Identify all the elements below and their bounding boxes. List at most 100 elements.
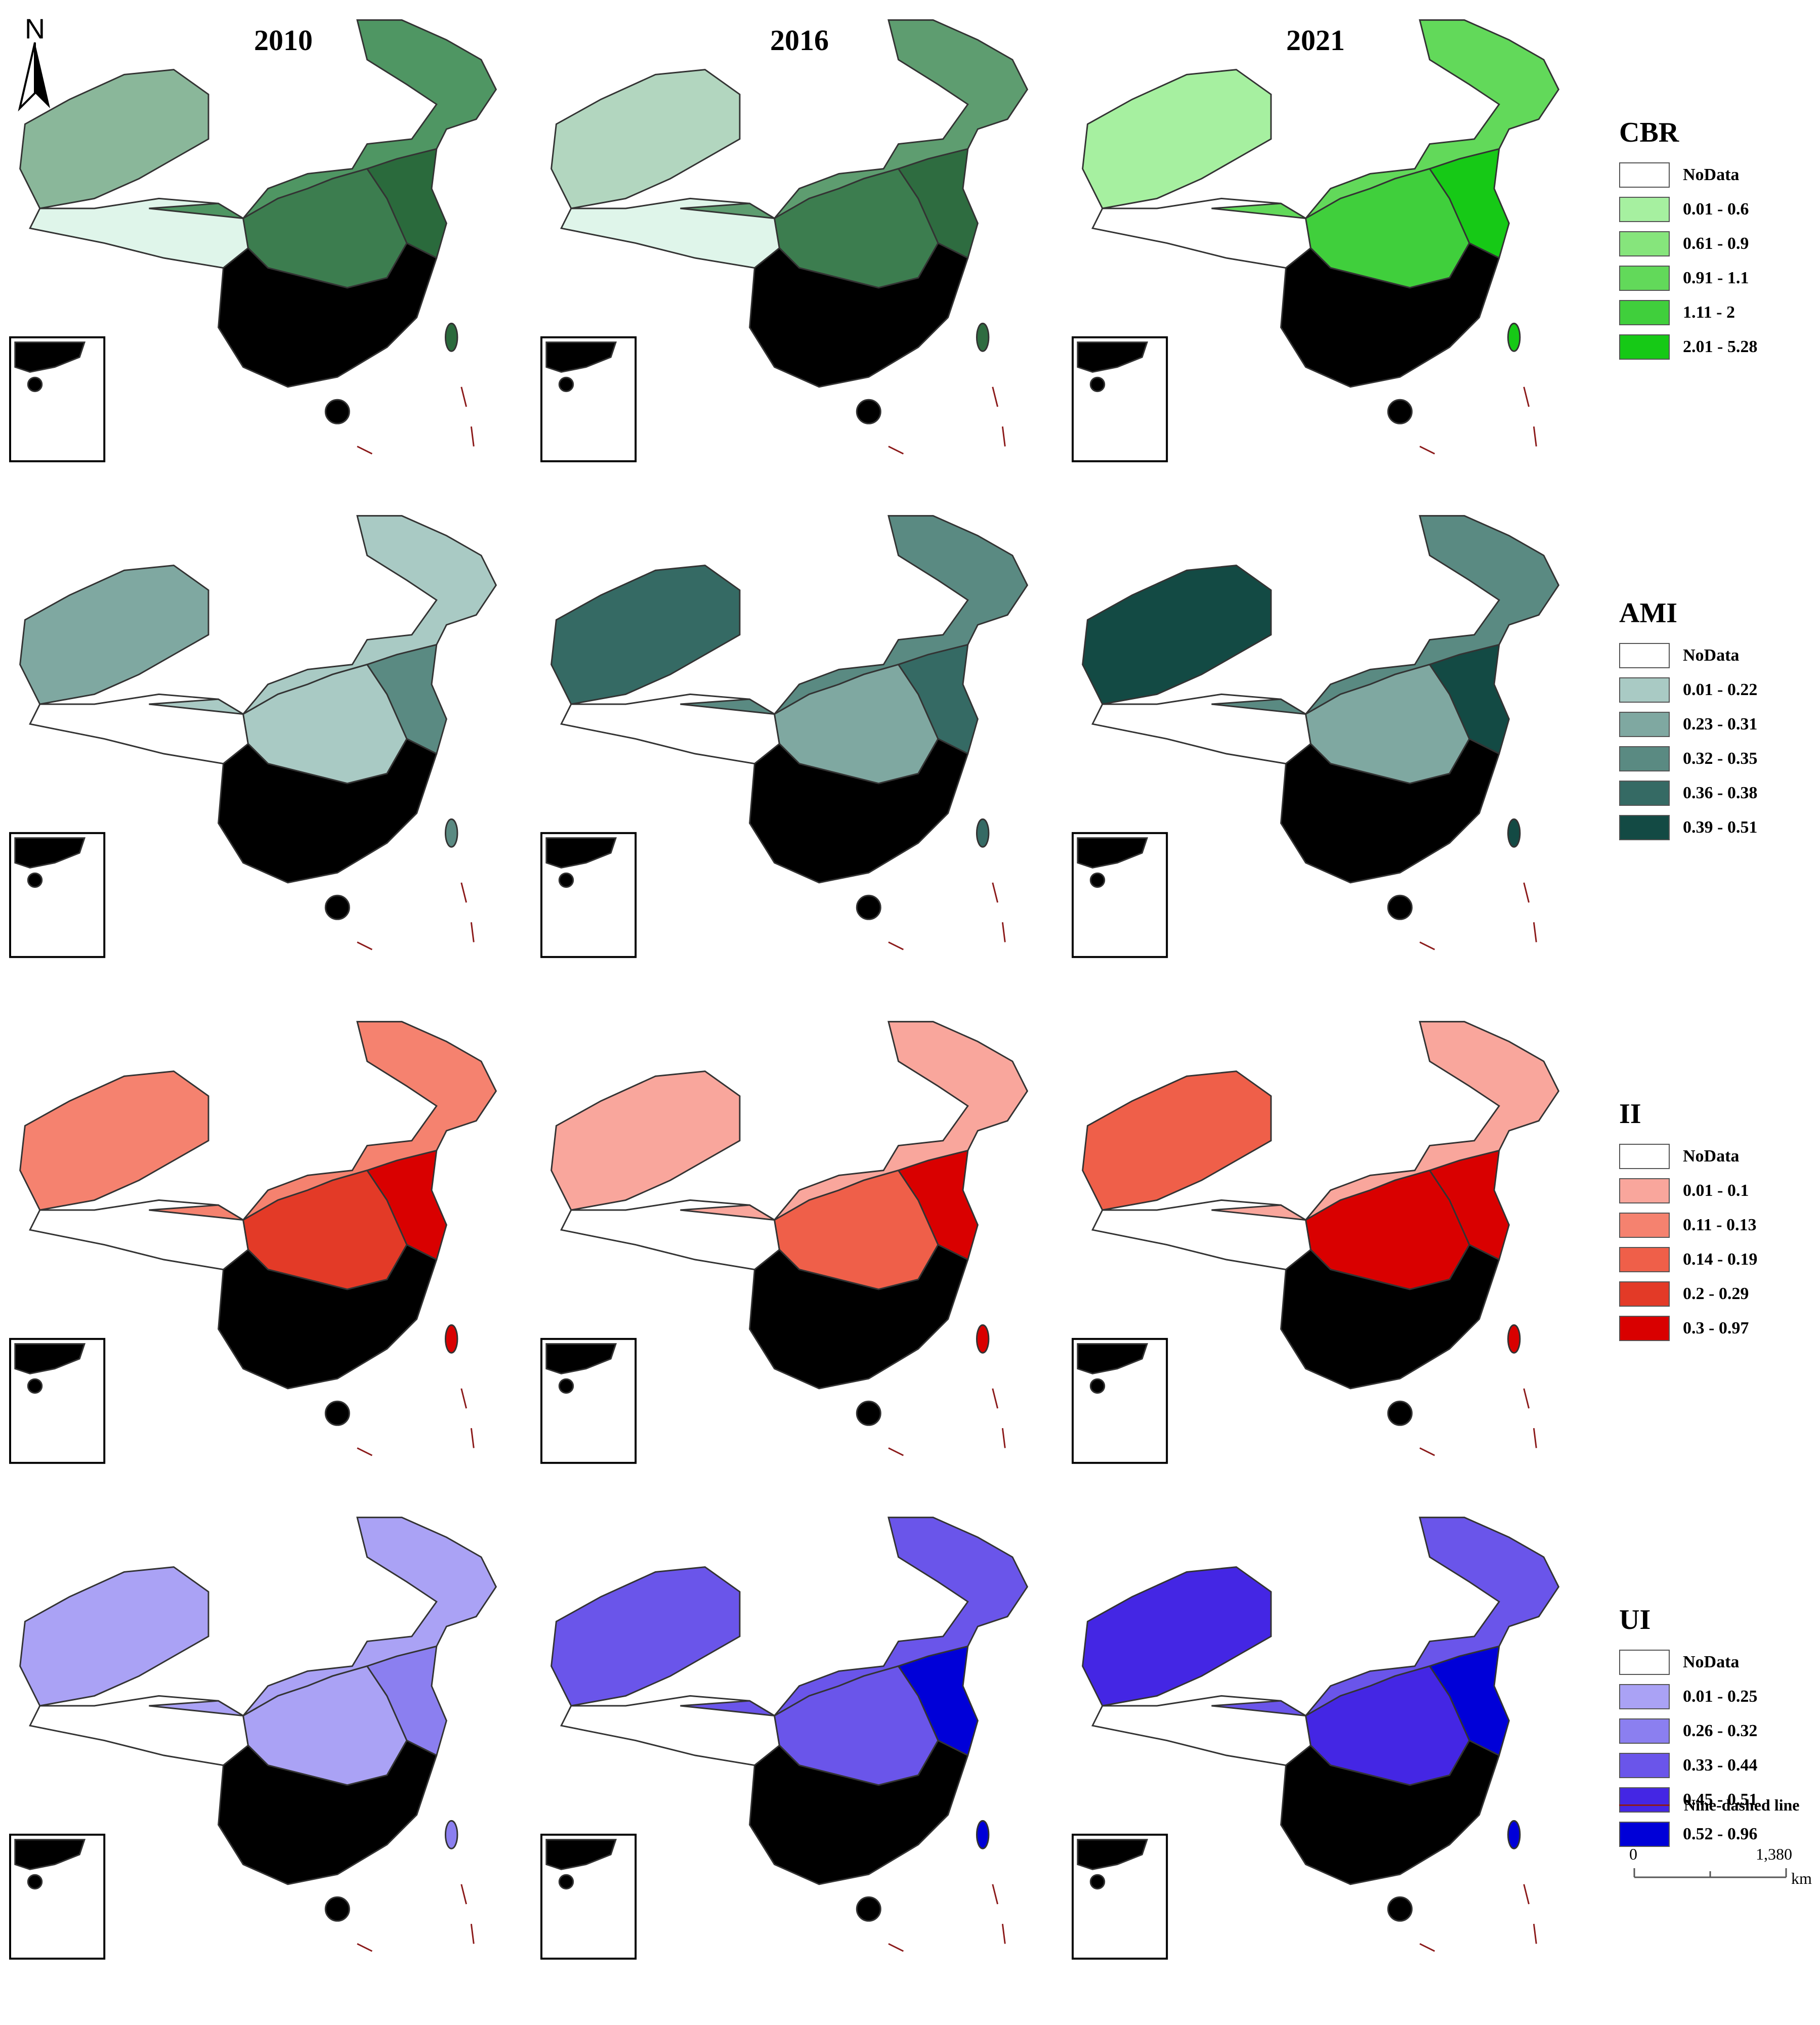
legend-swatch: [1619, 746, 1670, 771]
island-region: [856, 1400, 881, 1426]
legend-label: 0.52 - 0.96: [1683, 1825, 1758, 1843]
nine-dashed-line: [1419, 1884, 1537, 1952]
scale-end: 1,380: [1756, 1845, 1792, 1863]
island-region: [1507, 1820, 1521, 1849]
legend-label: 0.45 - 0.51: [1683, 1790, 1758, 1809]
reference-legend: Nine-dashed line 0 1,380 km: [1619, 1796, 1816, 1887]
legend-swatch: [1619, 712, 1670, 737]
inset-island: [558, 872, 574, 888]
island-region: [1507, 818, 1521, 848]
island-region: [1507, 1324, 1521, 1354]
legend-swatch: [1619, 1787, 1670, 1813]
province-region: [749, 1739, 969, 1885]
legend-swatch: [1619, 197, 1670, 222]
legend-label: NoData: [1683, 165, 1740, 184]
island-region: [856, 894, 881, 920]
legend-swatch: [1619, 677, 1670, 703]
nine-dashed-line: [357, 386, 475, 455]
legend-label: 0.23 - 0.31: [1683, 715, 1758, 734]
legend-row-nodata: NoData: [1619, 158, 1811, 192]
legend-swatch: [1619, 1213, 1670, 1238]
province-region: [1280, 1243, 1500, 1390]
year-title-2016: 2016: [770, 24, 829, 57]
inset-island: [558, 1378, 574, 1394]
legend-row-nodata: NoData: [1619, 1645, 1811, 1679]
province-region: [1428, 148, 1510, 260]
legend-swatch: [1619, 1718, 1670, 1744]
legend-row: 0.01 - 0.25: [1619, 1679, 1811, 1714]
inset-region: [14, 341, 86, 373]
nine-dashed-line: [357, 1388, 475, 1456]
island-region: [1387, 1400, 1413, 1426]
scale-start: 0: [1629, 1845, 1637, 1863]
province-region: [366, 1645, 447, 1757]
legend-label: NoData: [1683, 1147, 1740, 1166]
nine-dashed-line: [888, 882, 1006, 951]
province-region: [19, 1566, 209, 1707]
province-region: [19, 69, 209, 209]
legend-label: 0.3 - 0.97: [1683, 1319, 1749, 1338]
province-region: [551, 565, 741, 705]
inset-island: [558, 1874, 574, 1890]
legend-row: 0.3 - 0.97: [1619, 1311, 1811, 1346]
north-letter: N: [24, 13, 46, 45]
province-region: [1082, 565, 1272, 705]
nine-dashed-line: [1419, 882, 1537, 951]
legend-row: 0.52 - 0.96: [1619, 1817, 1811, 1851]
nine-dashed-line: [888, 386, 1006, 455]
inset-island: [27, 1378, 43, 1394]
map-ui-2021: [1072, 1517, 1560, 1960]
nine-dashed-label: Nine-dashed line: [1684, 1796, 1800, 1814]
map-cbr-2016: [540, 19, 1029, 462]
legend-swatch: [1619, 781, 1670, 806]
inset-region: [545, 837, 617, 869]
nine-dashed-line: [888, 1884, 1006, 1952]
legend-row-nodata: NoData: [1619, 1139, 1811, 1174]
legend-ii: II NoData 0.01 - 0.1 0.11 - 0.13 0.14 - …: [1619, 1098, 1811, 1346]
province-region: [897, 643, 979, 755]
legend-row: 0.01 - 0.1: [1619, 1174, 1811, 1208]
legend-label: 0.01 - 0.22: [1683, 680, 1758, 699]
legend-label: 0.11 - 0.13: [1683, 1216, 1757, 1234]
province-region: [551, 69, 741, 209]
legend-ui: UI NoData 0.01 - 0.25 0.26 - 0.32 0.33 -…: [1619, 1604, 1811, 1851]
province-region: [1428, 1645, 1510, 1757]
legend-swatch: [1619, 643, 1670, 668]
legend-row: 0.45 - 0.51: [1619, 1783, 1811, 1817]
legend-ami: AMI NoData 0.01 - 0.22 0.23 - 0.31 0.32 …: [1619, 597, 1811, 845]
province-region: [1280, 1739, 1500, 1885]
island-region: [976, 1324, 990, 1354]
inset-region: [545, 1343, 617, 1374]
legend-swatch: [1619, 1822, 1670, 1847]
province-region: [218, 1243, 438, 1390]
nine-dashed-line: [357, 882, 475, 951]
legend-row: 0.36 - 0.38: [1619, 776, 1811, 810]
legend-title: UI: [1619, 1604, 1651, 1635]
nine-dashed-line: [1419, 386, 1537, 455]
province-region: [218, 242, 438, 388]
year-title-2021: 2021: [1286, 24, 1345, 57]
province-region: [1082, 1566, 1272, 1707]
legend-label: 0.39 - 0.51: [1683, 818, 1758, 837]
map-ii-2016: [540, 1021, 1029, 1464]
legend-swatch: [1619, 334, 1670, 360]
legend-swatch: [1619, 231, 1670, 256]
province-region: [19, 565, 209, 705]
legend-label: 0.01 - 0.25: [1683, 1687, 1758, 1706]
inset-region: [545, 1839, 617, 1870]
island-region: [976, 322, 990, 352]
inset-region: [14, 1839, 86, 1870]
legend-swatch: [1619, 1178, 1670, 1203]
map-cbr-2021: [1072, 19, 1560, 462]
legend-label: 0.61 - 0.9: [1683, 234, 1749, 253]
inset-island: [1089, 1378, 1106, 1394]
legend-swatch: [1619, 1144, 1670, 1169]
legend-swatch: [1619, 1316, 1670, 1341]
nine-dashed-line: [1419, 1388, 1537, 1456]
legend-row: 1.11 - 2: [1619, 295, 1811, 330]
nine-dashed-line-swatch: [1619, 1804, 1670, 1806]
legend-title: CBR: [1619, 117, 1679, 148]
island-region: [444, 1324, 458, 1354]
legend-label: 0.14 - 0.19: [1683, 1250, 1758, 1269]
